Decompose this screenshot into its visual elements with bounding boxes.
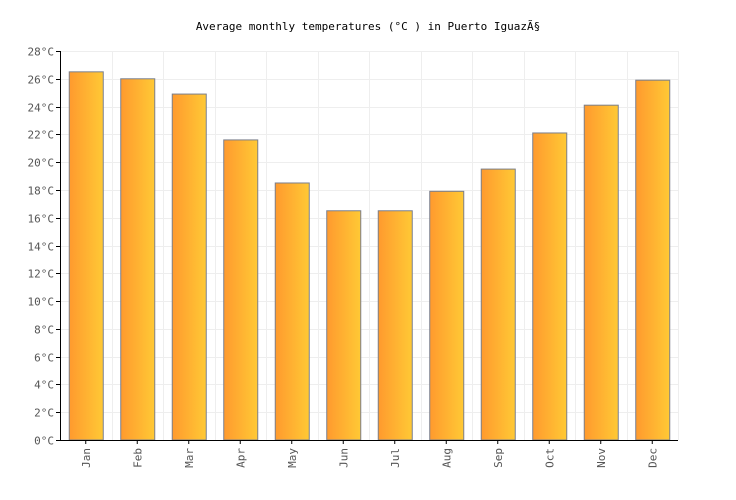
x-tick-label: Jan — [80, 448, 93, 468]
y-tick-label: 8°C — [34, 324, 54, 337]
x-tick-label: Feb — [131, 448, 144, 468]
x-tick-label: Oct — [543, 448, 556, 468]
bar-apr — [223, 139, 259, 441]
y-tick-label: 0°C — [34, 435, 54, 448]
bars — [68, 71, 671, 441]
y-tick-label: 10°C — [28, 296, 55, 309]
y-tick-label: 12°C — [28, 268, 55, 281]
x-tick-label: Nov — [595, 448, 608, 468]
bar-aug — [429, 190, 465, 441]
bar-nov — [583, 104, 619, 441]
x-tick-label: Apr — [234, 448, 247, 468]
bar-may — [274, 182, 310, 441]
grid — [60, 51, 679, 441]
y-tick-label: 24°C — [28, 102, 55, 115]
bar-mar — [171, 93, 207, 441]
x-tick-label: Aug — [440, 448, 453, 468]
y-tick-label: 18°C — [28, 185, 55, 198]
x-tick-label: Jul — [389, 448, 402, 468]
y-tick-label: 4°C — [34, 379, 54, 392]
bar-jan — [68, 71, 104, 441]
bar-oct — [532, 132, 568, 441]
x-axis-ticks: Jan Feb Mar Apr May Jun Jul Aug Sep Oct Nov Dec — [80, 440, 659, 468]
bar-sep — [480, 168, 516, 441]
bar-jul — [377, 210, 413, 441]
x-tick-label: Jun — [337, 448, 350, 468]
y-tick-label: 20°C — [28, 157, 55, 170]
y-axis-ticks: 0°C 2°C 4°C 6°C 8°C 10°C 12°C 14°C 16°C 18°C 20°C 2… — [28, 46, 60, 448]
y-tick-label: 2°C — [34, 407, 54, 420]
bar-dec — [635, 79, 671, 441]
x-tick-label: May — [286, 448, 299, 468]
y-tick-label: 6°C — [34, 352, 54, 365]
y-tick-label: 22°C — [28, 129, 55, 142]
y-tick-label: 26°C — [28, 74, 55, 87]
x-tick-label: Sep — [492, 448, 505, 468]
x-tick-label: Dec — [646, 448, 659, 468]
x-tick-label: Mar — [183, 448, 196, 468]
chart-title: Average monthly temperatures (°C ) in Pu… — [196, 20, 540, 33]
y-tick-label: 14°C — [28, 241, 55, 254]
bar-jun — [326, 210, 362, 441]
y-tick-label: 16°C — [28, 213, 55, 226]
bar-feb — [120, 78, 156, 441]
y-tick-label: 28°C — [28, 46, 55, 59]
